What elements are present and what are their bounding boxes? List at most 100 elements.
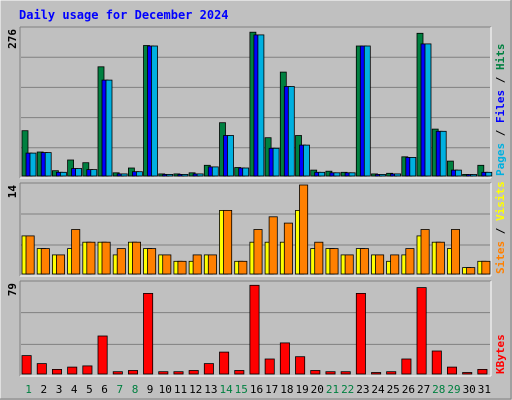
bar-sites-day-25	[390, 254, 400, 275]
legend-entry: Files	[494, 90, 507, 123]
bar-kbytes-day-2	[36, 363, 47, 375]
bar-hits-day-29	[446, 160, 454, 177]
bar-pages-day-19	[303, 144, 310, 177]
bar-sites-day-8	[131, 241, 141, 275]
legend-top: Pages / Files / Hits	[494, 44, 507, 177]
day-label-23: 23	[356, 383, 369, 396]
bar-pages-day-1	[29, 152, 37, 177]
day-label-12: 12	[189, 383, 202, 396]
ymax-label-bottom: 79	[6, 283, 19, 296]
bar-pages-day-8	[135, 171, 143, 177]
bar-kbytes-day-13	[203, 363, 214, 375]
bar-kbytes-day-21	[325, 371, 336, 375]
bar-pages-day-2	[44, 152, 52, 177]
bar-pages-day-13	[211, 166, 219, 177]
bar-sites-day-24	[375, 254, 385, 275]
bar-kbytes-day-22	[340, 371, 351, 375]
bar-sites-day-4	[71, 229, 81, 275]
bar-sites-day-19	[299, 184, 309, 275]
legend-entry: Visits	[494, 181, 507, 221]
bar-pages-day-14	[227, 135, 234, 177]
bar-pages-day-24	[379, 173, 386, 177]
bar-pages-day-10	[166, 173, 174, 177]
bar-pages-day-16	[257, 34, 265, 177]
day-label-9: 9	[147, 383, 154, 396]
bar-sites-day-26	[405, 248, 415, 275]
bar-kbytes-day-31	[477, 368, 488, 375]
bar-sites-day-16	[253, 229, 263, 275]
legend-entry: /	[494, 123, 507, 143]
bar-pages-day-4	[75, 168, 82, 177]
bar-sites-day-28	[435, 241, 445, 275]
bar-kbytes-day-30	[462, 372, 473, 375]
bar-sites-day-11	[177, 260, 187, 275]
bar-pages-day-12	[196, 173, 204, 177]
legend-entry: /	[494, 221, 507, 241]
bar-kbytes-day-19	[295, 356, 306, 375]
bar-kbytes-day-24	[371, 372, 382, 375]
legend-entry: Pages	[494, 143, 507, 176]
bar-sites-day-14	[223, 209, 233, 275]
day-label-31: 31	[478, 383, 491, 396]
bar-pages-day-20	[318, 171, 326, 177]
bar-sites-day-18	[283, 222, 293, 275]
bar-kbytes-day-26	[401, 358, 412, 375]
bar-pages-day-17	[272, 147, 280, 177]
day-label-29: 29	[447, 383, 460, 396]
bar-sites-day-30	[466, 267, 476, 275]
bar-pages-day-21	[333, 172, 341, 177]
bar-sites-day-20	[314, 241, 324, 275]
day-label-5: 5	[86, 383, 93, 396]
bar-sites-day-9	[147, 248, 157, 275]
bar-sites-day-6	[101, 241, 111, 275]
bar-kbytes-day-23	[355, 292, 366, 375]
day-label-25: 25	[387, 383, 400, 396]
panel-bottom: 79 KBytes	[6, 280, 507, 377]
day-label-22: 22	[341, 383, 354, 396]
bar-pages-day-22	[348, 172, 356, 177]
bar-pages-day-29	[454, 169, 462, 177]
day-label-30: 30	[463, 383, 476, 396]
bar-sites-day-3	[56, 254, 66, 275]
bar-pages-day-5	[90, 169, 98, 177]
bar-pages-day-15	[242, 167, 250, 177]
day-label-19: 19	[295, 383, 308, 396]
bar-kbytes-day-1	[21, 355, 32, 375]
day-label-28: 28	[432, 383, 445, 396]
legend-entry: Hits	[494, 44, 507, 71]
bar-sites-day-10	[162, 254, 172, 275]
bar-sites-day-29	[450, 229, 460, 275]
bar-pages-day-23	[363, 45, 371, 177]
bar-pages-day-31	[485, 171, 493, 177]
ymax-label-top: 276	[6, 29, 19, 49]
bar-kbytes-day-17	[264, 358, 275, 375]
bar-pages-day-3	[60, 171, 67, 177]
bar-kbytes-day-28	[431, 350, 442, 375]
bar-sites-day-31	[481, 260, 491, 275]
legend-bottom: KBytes	[494, 334, 507, 374]
bar-kbytes-day-25	[386, 371, 397, 375]
day-label-26: 26	[402, 383, 415, 396]
day-label-13: 13	[204, 383, 217, 396]
chart-panels: 276 Pages / Files / Hits 14 Sites / Visits 7…	[6, 26, 507, 377]
panel-middle: 14 Sites / Visits	[6, 181, 507, 277]
bar-sites-day-27	[420, 229, 430, 275]
bar-sites-day-1	[25, 235, 35, 275]
bar-sites-day-22	[344, 254, 354, 275]
bar-sites-day-5	[86, 241, 96, 275]
bar-pages-day-7	[120, 173, 128, 177]
bar-kbytes-day-12	[188, 370, 199, 375]
bar-kbytes-day-15	[234, 370, 245, 375]
day-label-11: 11	[174, 383, 187, 396]
bar-sites-day-15	[238, 260, 248, 275]
day-label-16: 16	[250, 383, 263, 396]
bar-kbytes-day-6	[97, 335, 108, 375]
bar-kbytes-day-18	[279, 342, 290, 375]
legend-entry: KBytes	[494, 334, 507, 374]
bar-pages-day-30	[470, 174, 478, 177]
day-label-8: 8	[132, 383, 139, 396]
bar-hits-day-31	[477, 164, 485, 177]
bar-kbytes-day-7	[112, 371, 123, 375]
bar-kbytes-day-8	[127, 370, 138, 375]
